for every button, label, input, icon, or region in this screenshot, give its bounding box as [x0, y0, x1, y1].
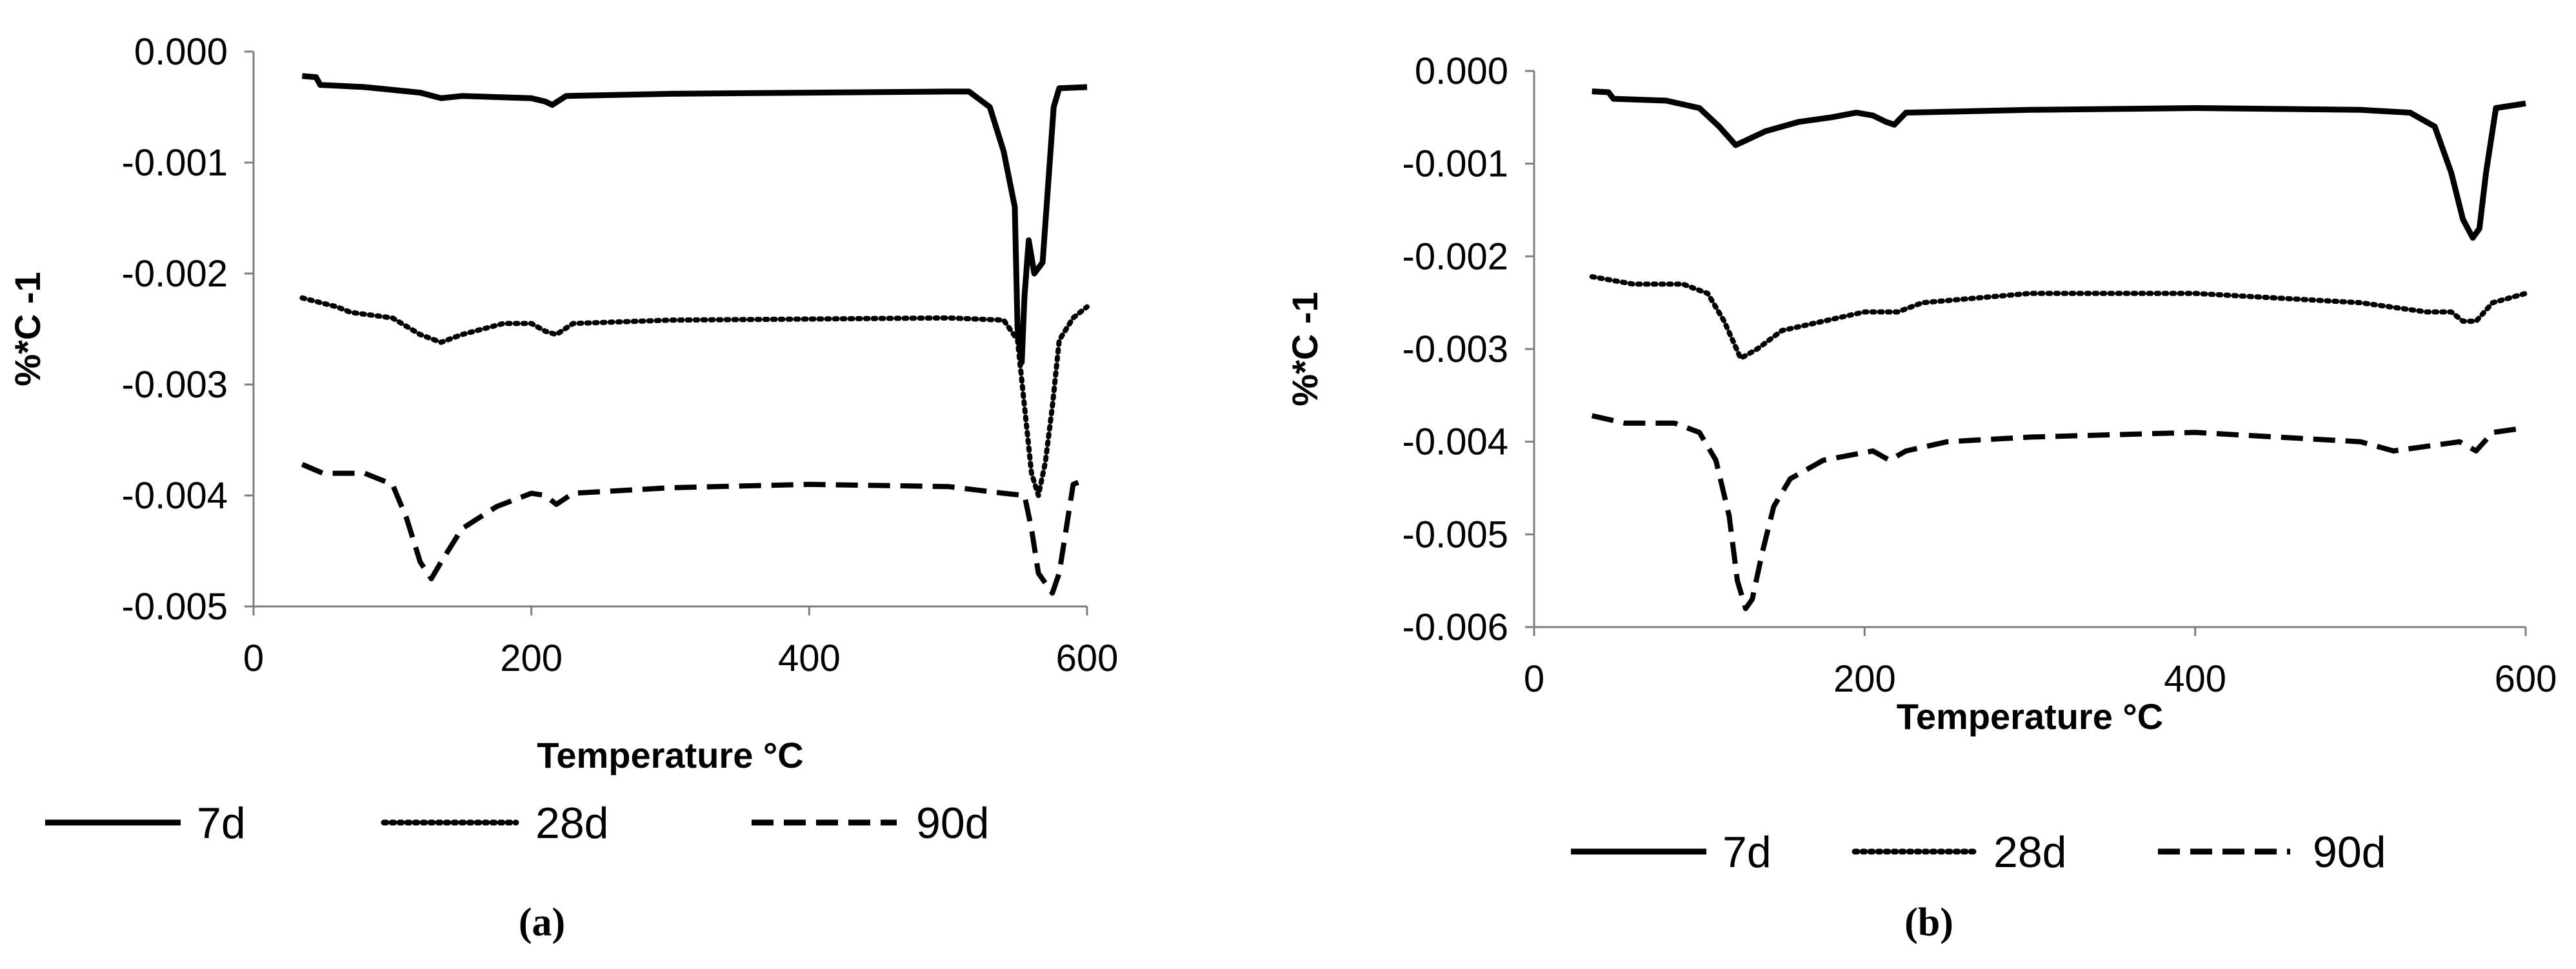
legend-label-28d: 28d: [1993, 828, 2066, 877]
y-tick-label: -0.005: [122, 586, 228, 628]
y-axis-title: %*C -1: [7, 272, 48, 386]
legend-label-90d: 90d: [2313, 828, 2386, 877]
y-tick-label: -0.001: [1403, 143, 1508, 185]
y-tick-label: 0.000: [134, 31, 228, 73]
series-line-28d: [299, 295, 1090, 498]
x-axis-title: Temperature °C: [1897, 696, 2163, 737]
x-tick-label: 400: [778, 637, 841, 679]
legend-label-7d: 7d: [197, 799, 246, 848]
y-tick-label: 0.000: [1415, 50, 1508, 92]
panel-label: (b): [1904, 901, 1953, 944]
series-line-90d: [1591, 413, 2526, 612]
chart-panel-b: 0.000 -0.001 -0.002 -0.003 -0.004 -0.005 -0.00…: [1284, 50, 2557, 944]
y-tick-label: -0.004: [122, 475, 228, 517]
x-tick-label: 400: [2164, 658, 2226, 700]
x-tick-label: 600: [1056, 637, 1119, 679]
series-line-7d: [302, 73, 1088, 366]
legend-label-90d: 90d: [916, 799, 989, 848]
y-tick-label: -0.002: [122, 253, 228, 295]
y-tick-label: -0.006: [1403, 606, 1508, 648]
y-tick-label: -0.002: [1403, 235, 1508, 277]
y-tick-label: -0.003: [1403, 328, 1508, 370]
series-line-7d: [1592, 88, 2526, 241]
y-tick-label: -0.003: [122, 364, 228, 406]
x-tick-label: 200: [500, 637, 563, 679]
y-tick-label: -0.004: [1403, 421, 1508, 463]
legend-label-28d: 28d: [535, 799, 608, 848]
y-tick-label: -0.005: [1403, 514, 1508, 555]
x-tick-label: 0: [1524, 658, 1544, 700]
chart-panel-a: 0.000 -0.001 -0.002 -0.003 -0.004 -0.005 0 200 4…: [7, 31, 1118, 944]
series-line-90d: [301, 462, 1088, 596]
series-line-28d: [1589, 274, 2528, 361]
y-tick-label: -0.001: [122, 142, 228, 184]
y-axis-title: %*C -1: [1284, 292, 1325, 406]
x-tick-label: 0: [243, 637, 264, 679]
x-axis-title: Temperature °C: [537, 735, 803, 775]
legend-label-7d: 7d: [1722, 828, 1772, 877]
x-tick-label: 600: [2495, 658, 2557, 700]
x-tick-label: 200: [1833, 658, 1896, 700]
panel-label: (a): [519, 901, 565, 944]
